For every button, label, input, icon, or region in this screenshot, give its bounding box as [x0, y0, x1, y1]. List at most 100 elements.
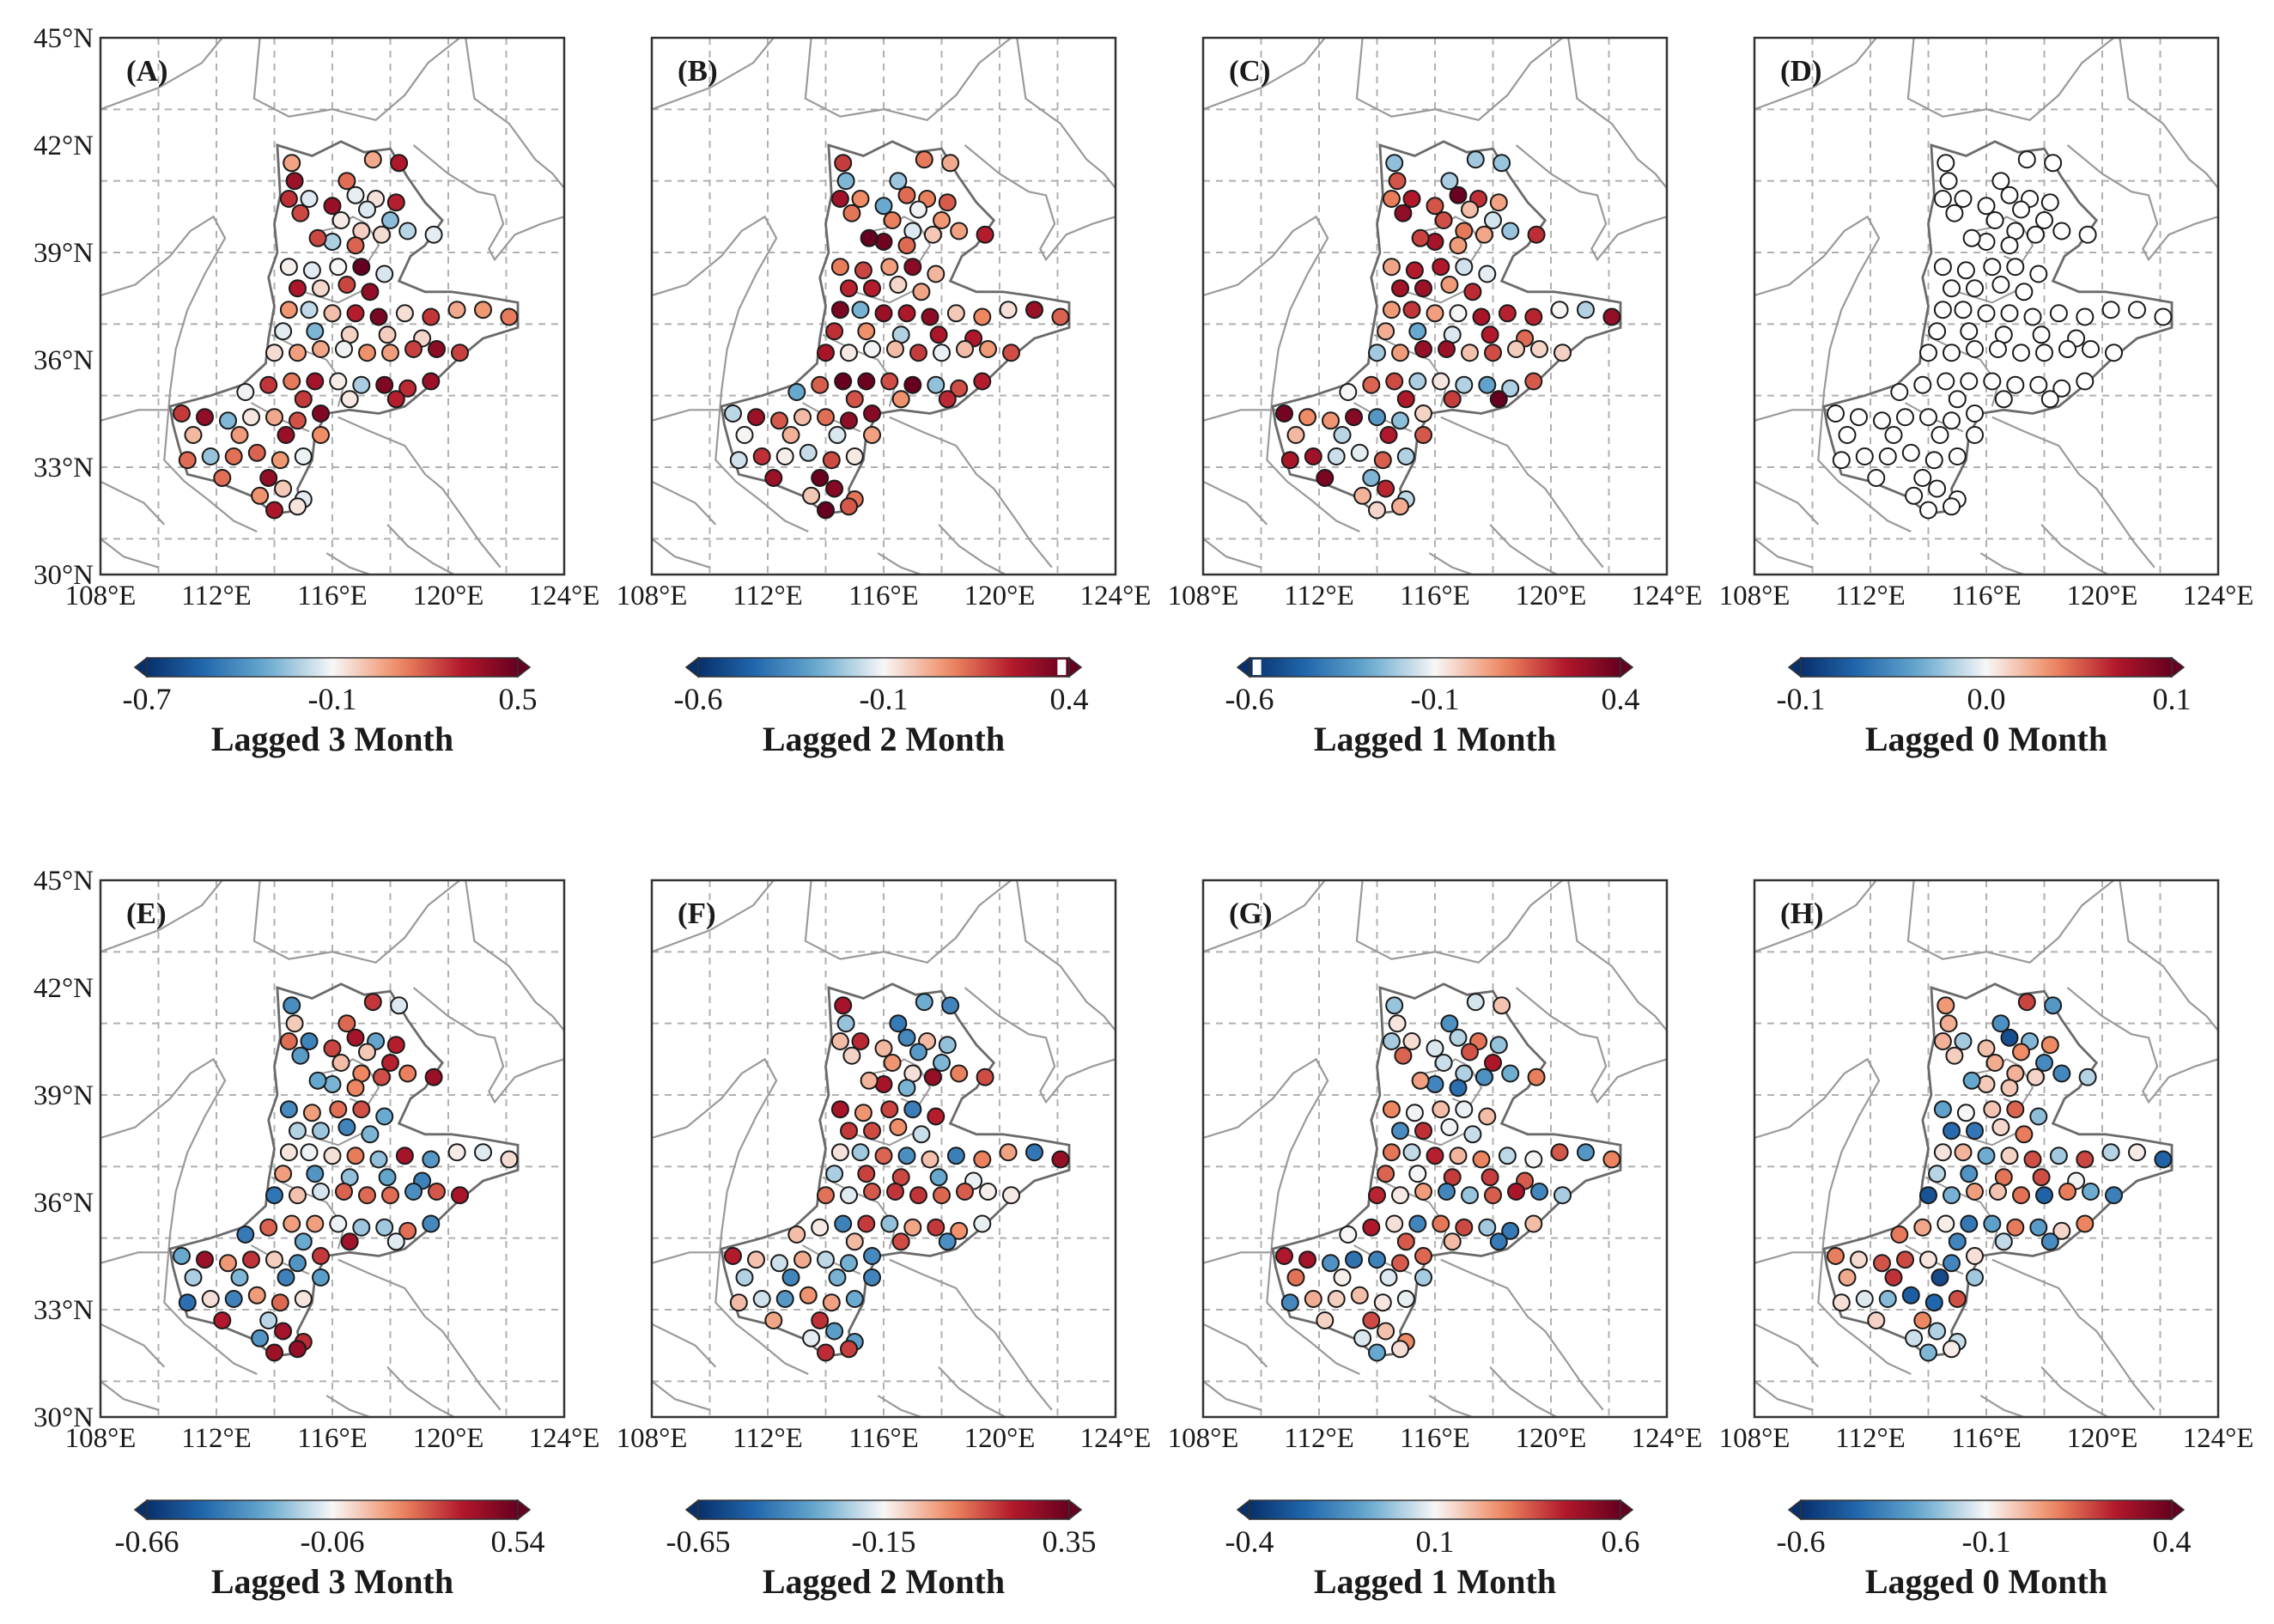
station-marker — [178, 1293, 197, 1312]
station-marker — [265, 344, 283, 362]
station-marker — [1368, 1250, 1386, 1269]
boundary-line — [2040, 523, 2109, 575]
station-marker — [1966, 1122, 1984, 1140]
station-marker — [312, 279, 330, 298]
boundary-line — [337, 1258, 502, 1411]
station-marker — [386, 390, 405, 409]
station-marker — [196, 1250, 214, 1269]
station-marker — [921, 1150, 939, 1169]
station-marker — [1455, 375, 1474, 394]
station-marker — [811, 469, 830, 487]
station-marker — [854, 261, 873, 280]
lon-tick-label: 120°E — [2067, 1423, 2138, 1454]
boundary-line — [1016, 880, 1116, 1031]
boundary-line — [804, 880, 1012, 964]
station-marker — [1368, 344, 1386, 362]
station-marker — [1966, 279, 1984, 298]
station-marker — [1339, 383, 1358, 401]
station-marker — [1414, 1122, 1432, 1140]
station-marker — [1524, 307, 1543, 326]
colorbar-tick-label: -0.6 — [674, 682, 723, 716]
station-marker — [889, 1014, 908, 1033]
station-marker — [845, 447, 864, 465]
lon-tick-label: 112°E — [1835, 1423, 1906, 1454]
station-marker — [2026, 225, 2045, 244]
station-marker — [451, 1186, 469, 1205]
station-marker — [909, 344, 927, 362]
station-marker — [390, 996, 409, 1015]
station-marker — [346, 1079, 365, 1098]
station-marker — [398, 1221, 417, 1240]
station-marker — [752, 1290, 771, 1308]
colorbar-highlight-marker — [1057, 660, 1067, 675]
station-marker — [178, 451, 197, 470]
station-marker — [372, 225, 391, 244]
station-marker — [724, 404, 742, 423]
station-marker — [236, 1226, 255, 1244]
station-marker — [375, 1218, 394, 1237]
boundary-line — [1754, 1380, 1813, 1411]
station-marker — [842, 204, 861, 222]
station-marker — [1867, 469, 1886, 487]
colorbar-tick-label: 0.1 — [1416, 1524, 1455, 1559]
station-marker — [889, 276, 908, 294]
station-marker — [1991, 1014, 2010, 1033]
station-marker — [1388, 1014, 1407, 1033]
map-panel-f: (F) 108°E 112°E 116°E 120°E 124°E -0.65 -0.15 0.… — [617, 879, 1151, 1601]
station-marker — [358, 1186, 376, 1205]
boundary-line — [100, 38, 223, 111]
station-marker — [1905, 1329, 1924, 1347]
boundary-line — [964, 144, 1116, 262]
station-marker — [1933, 258, 1952, 277]
station-marker — [1943, 1122, 1961, 1140]
station-marker — [2082, 1183, 2100, 1201]
boundary-line — [1754, 409, 1830, 422]
lon-tick-label: 120°E — [413, 581, 484, 611]
station-marker — [1391, 1122, 1409, 1140]
station-marker — [1440, 1118, 1459, 1136]
lat-tick-label: 42°N — [33, 131, 94, 161]
station-marker — [294, 390, 313, 409]
colorbar-tick-label: 0.54 — [491, 1524, 545, 1559]
station-marker — [2035, 1054, 2053, 1072]
station-marker — [863, 1122, 881, 1140]
colorbar: -0.4 0.1 0.6 Lagged 1 Month — [1225, 1499, 1640, 1601]
station-marker — [1530, 1183, 1548, 1201]
colorbar-tick-label: -0.1 — [860, 682, 909, 716]
station-marker — [2017, 150, 2036, 169]
station-marker — [1368, 1343, 1386, 1362]
station-marker — [312, 1247, 330, 1265]
boundary-line — [1016, 38, 1116, 189]
station-marker — [1991, 172, 2010, 191]
station-marker — [2000, 1079, 2019, 1098]
station-marker — [323, 304, 342, 323]
station-marker — [1884, 426, 1903, 444]
station-marker — [302, 1104, 321, 1122]
station-marker — [1345, 1250, 1363, 1269]
station-marker — [1983, 258, 2002, 277]
station-marker — [1405, 261, 1424, 280]
boundary-line — [100, 1380, 159, 1411]
station-marker — [1933, 190, 1952, 208]
station-marker — [1884, 1268, 1903, 1286]
station-marker — [358, 200, 376, 219]
station-marker — [308, 1071, 327, 1090]
station-marker — [817, 344, 835, 362]
station-marker — [2015, 1125, 2034, 1144]
station-marker — [863, 1247, 881, 1265]
station-marker — [474, 1143, 492, 1162]
station-marker — [897, 304, 916, 323]
station-marker — [219, 411, 237, 430]
lat-tick-label: 33°N — [33, 453, 94, 484]
colorbar-max-arrow — [1068, 1499, 1083, 1521]
station-marker — [1977, 197, 1996, 216]
lat-tick-label: 36°N — [33, 345, 94, 376]
map-panel-g: (G) 108°E 112°E 116°E 120°E 124°E -0.4 0.1 0.6 La… — [1168, 879, 1702, 1601]
map-area — [1754, 38, 2218, 575]
boundary-line — [652, 1323, 717, 1368]
station-marker — [451, 344, 469, 362]
station-marker — [173, 404, 191, 423]
station-marker — [1298, 408, 1316, 427]
station-marker — [933, 1054, 951, 1072]
boundary-line — [100, 1251, 176, 1264]
